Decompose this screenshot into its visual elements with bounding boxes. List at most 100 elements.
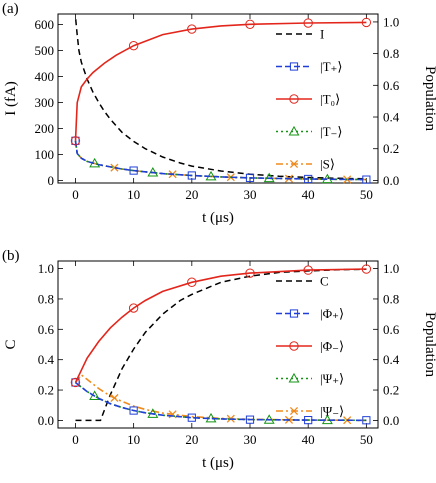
x-tick-label: 50: [360, 187, 373, 202]
y-tick-label-left: 0.8: [38, 291, 54, 306]
x-tick-label: 30: [244, 187, 257, 202]
panel-label: (a): [2, 1, 19, 17]
series-2: [71, 378, 371, 425]
legend-marker: [288, 372, 300, 383]
series-marker: [303, 18, 313, 28]
series-marker: [129, 406, 138, 415]
x-tick-label: 10: [127, 187, 140, 202]
legend-label: |Ψ₊⟩: [320, 371, 344, 386]
series-line: [74, 19, 367, 180]
series-line: [75, 381, 367, 422]
series-line: [74, 373, 367, 422]
legend-marker: [289, 94, 299, 104]
series-marker: [110, 393, 119, 403]
series-marker: [187, 413, 196, 422]
panel-label: (b): [2, 248, 20, 264]
y-tick-label-left: 500: [35, 43, 55, 58]
y-tick-label-right: 0.6: [383, 78, 400, 93]
y-tick-label-left: 1.0: [38, 261, 54, 276]
legend-label: |T₀⟩: [320, 92, 340, 107]
y-tick-label-left: 200: [35, 121, 55, 136]
legend-label: |S⟩: [320, 157, 335, 172]
legend-label: |Φ₊⟩: [320, 306, 344, 321]
legend-marker: [288, 125, 300, 136]
series-marker: [187, 24, 197, 34]
series-marker: [304, 416, 313, 425]
y-tick-label-left: 0.4: [38, 352, 55, 367]
plot-frame: [57, 13, 379, 184]
series-marker: [304, 174, 313, 184]
legend-marker: [289, 406, 299, 416]
y-tick-label-left: 0: [48, 173, 55, 188]
y-tick-label-right: 0.4: [383, 110, 400, 125]
x-tick-label: 40: [302, 432, 315, 447]
y-axis-label-left: C: [3, 339, 19, 349]
y-tick-label-left: 400: [35, 69, 55, 84]
y-tick-label-left: 100: [35, 147, 55, 162]
series-marker: [361, 17, 372, 28]
series-marker: [362, 175, 371, 184]
series-marker: [168, 410, 177, 419]
x-axis-label: t (μs): [202, 455, 234, 471]
y-tick-label-right: 0.0: [383, 173, 399, 188]
series-marker: [245, 415, 255, 424]
y-tick-label-left: 600: [35, 17, 55, 32]
series-marker: [128, 303, 139, 313]
legend: I |T₊⟩ |T₀⟩ |T₋⟩ |S⟩: [276, 27, 342, 172]
series-line: [74, 140, 367, 181]
y-tick-label-right: 0.0: [383, 413, 399, 428]
legend-marker: [289, 159, 299, 169]
series-marker: [245, 19, 255, 30]
series-marker: [362, 416, 371, 425]
y-axis-label-right: Population: [422, 312, 436, 378]
series-3: [70, 17, 372, 146]
series-1: [74, 19, 367, 180]
x-tick-label: 0: [72, 432, 79, 447]
series-marker: [71, 378, 80, 387]
legend-marker: [289, 62, 299, 71]
series-marker: [128, 40, 139, 51]
legend-marker: [289, 309, 299, 318]
y-tick-label-right: 1.0: [383, 261, 399, 276]
legend-label: |T₊⟩: [320, 59, 342, 74]
y-tick-label-right: 0.8: [383, 291, 399, 306]
y-tick-label-right: 0.8: [383, 46, 399, 61]
series-marker: [70, 377, 81, 388]
x-tick-label: 20: [185, 187, 198, 202]
series-marker: [129, 166, 138, 175]
y-tick-label-right: 1.0: [383, 14, 399, 29]
series-3: [70, 264, 372, 388]
y-tick-label-right: 0.2: [383, 383, 399, 398]
legend: C |Φ₊⟩ |Φ₋⟩ |Ψ₊⟩ |Ψ₋⟩: [276, 274, 344, 419]
series-marker: [110, 163, 119, 172]
x-tick-label: 50: [360, 432, 373, 447]
x-tick-label: 20: [185, 432, 198, 447]
series-line: [74, 268, 367, 383]
x-tick-label: 10: [127, 432, 140, 447]
x-tick-label: 30: [244, 432, 257, 447]
series-marker: [245, 173, 255, 182]
x-tick-label: 40: [302, 187, 315, 202]
y-axis-label-right: Population: [422, 66, 436, 132]
legend-label: I: [320, 27, 324, 42]
legend-marker: [289, 341, 299, 351]
y-tick-label-right: 0.2: [383, 141, 399, 156]
y-tick-label-right: 0.6: [383, 322, 400, 337]
series-marker: [187, 277, 197, 287]
x-axis-label: t (μs): [202, 210, 234, 226]
y-tick-label-right: 0.4: [383, 352, 400, 367]
series-marker: [70, 136, 81, 146]
series-marker: [303, 265, 313, 275]
chart-panel-1: 0 10 20 30 40 5001002003004005006000.00.20.40…: [2, 1, 436, 226]
series-marker: [361, 264, 372, 274]
legend-label: |Ψ₋⟩: [320, 404, 344, 419]
legend-label: |T₋⟩: [320, 124, 342, 139]
y-tick-label-left: 0.6: [38, 322, 55, 337]
legend-label: C: [320, 274, 329, 289]
y-axis-label-left: I (fA): [3, 81, 19, 116]
legend-label: |Φ₋⟩: [320, 339, 344, 354]
chart-panel-2: 0 10 20 30 40 50 0.0 0.2 0.4 0.6 0.8 1.0 0.0 0.2 0.4 0.…: [2, 248, 436, 471]
series-marker: [187, 171, 196, 180]
y-tick-label-left: 0.2: [38, 383, 54, 398]
